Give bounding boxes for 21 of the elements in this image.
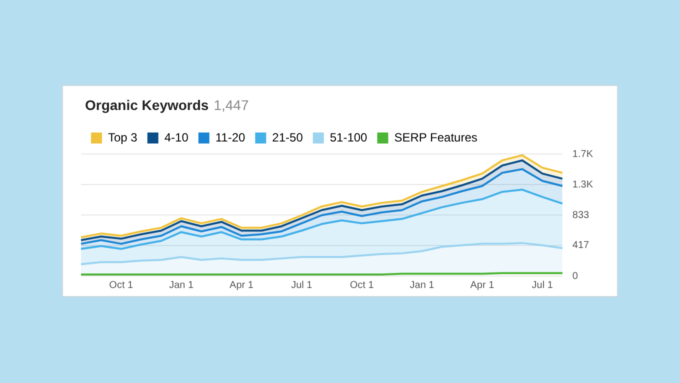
y-tick-label: 417: [572, 240, 590, 252]
y-tick-label: 1.7K: [572, 148, 594, 160]
chart-subtitle: 1,447: [214, 97, 249, 113]
legend-label: 21-50: [272, 130, 304, 144]
x-tick-label: Jul 1: [532, 280, 554, 291]
legend-label: 11-20: [215, 130, 246, 144]
y-tick-label: 833: [572, 210, 590, 221]
x-tick-label: Oct 1: [109, 280, 134, 291]
x-tick-label: Jan 1: [410, 280, 435, 291]
x-tick-label: Jul 1: [291, 280, 313, 291]
legend-label: 51-100: [330, 130, 368, 144]
y-tick-label: 0: [572, 270, 578, 282]
legend-label: 4-10: [164, 130, 189, 144]
x-tick-label: Apr 1: [230, 280, 254, 291]
y-tick-label: 1.3K: [572, 179, 594, 190]
x-tick-label: Apr 1: [470, 280, 495, 291]
chart-title: Organic Keywords: [85, 97, 209, 113]
legend-label: SERP Features: [394, 130, 478, 144]
legend-label: Top 3: [108, 130, 138, 144]
x-tick-label: Oct 1: [350, 280, 374, 291]
x-tick-label: Jan 1: [169, 280, 194, 291]
